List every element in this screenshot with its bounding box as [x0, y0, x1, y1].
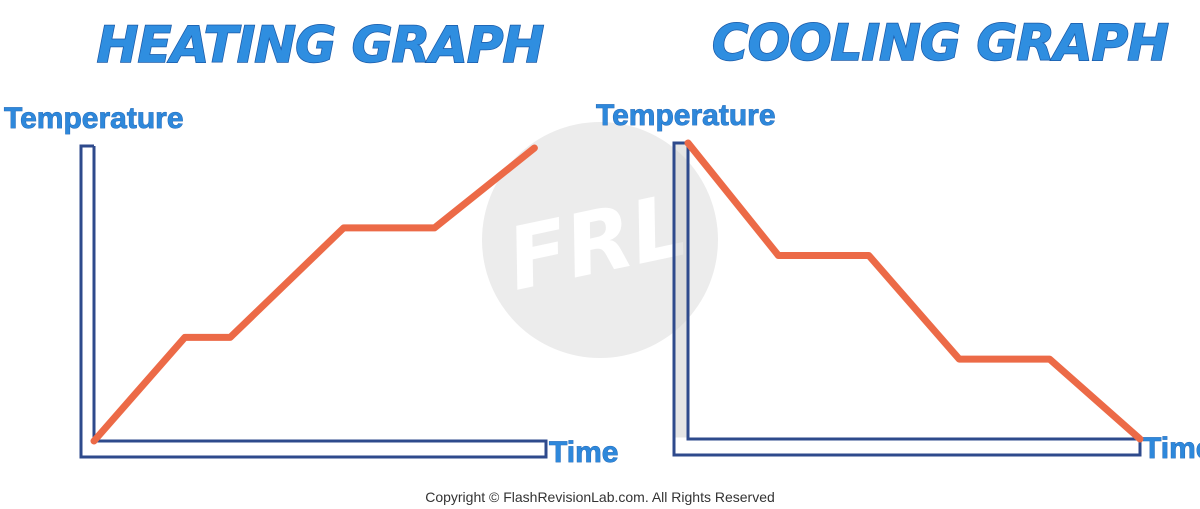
- heating-graph: HEATING GRAPH Temperature Time: [4, 15, 619, 469]
- cooling-y-axis-label: Temperature: [596, 99, 776, 132]
- heating-series: [90, 144, 538, 445]
- cooling-axes: [672, 141, 1142, 457]
- heating-graph-title: HEATING GRAPH: [97, 16, 544, 74]
- cooling-graph-title: COOLING GRAPH: [712, 14, 1168, 72]
- watermark-circle: [482, 122, 718, 358]
- cooling-series: [684, 139, 1144, 443]
- series-line-0: [684, 139, 1144, 443]
- cooling-graph: COOLING GRAPH Temperature Time: [596, 13, 1200, 465]
- heating-y-axis-label: Temperature: [4, 102, 184, 135]
- copyright-notice: Copyright © FlashRevisionLab.com. All Ri…: [425, 489, 775, 505]
- cooling-x-axis-label: Time: [1143, 432, 1200, 465]
- cooling-axis-shade: [675, 144, 687, 438]
- heating-x-axis-label: Time: [549, 436, 618, 469]
- watermark: FRL: [482, 122, 718, 358]
- series-line-0: [90, 144, 538, 445]
